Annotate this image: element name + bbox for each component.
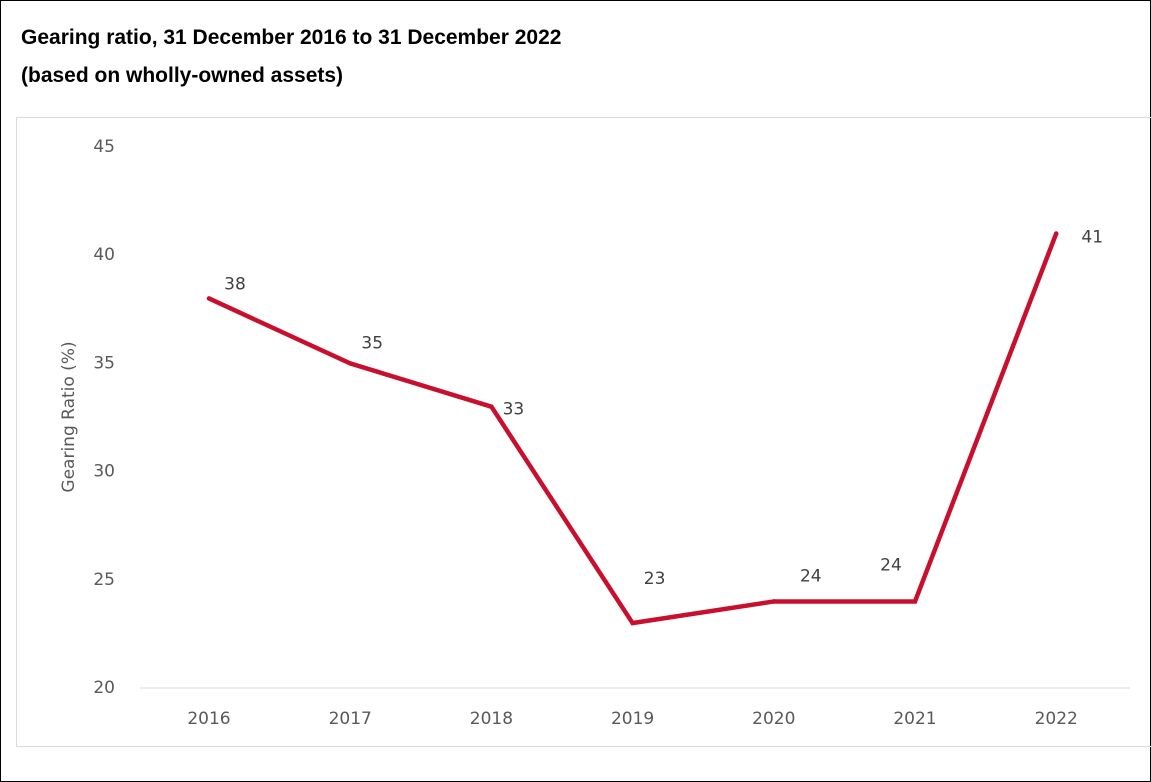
- data-labels: 38 35 33 23 24 24 41: [224, 228, 1103, 590]
- data-label: 24: [800, 566, 822, 586]
- x-tick-label: 2022: [1035, 709, 1078, 729]
- y-tick-label: 30: [93, 462, 115, 482]
- x-tick-label: 2019: [611, 709, 654, 729]
- series-group: [206, 231, 1059, 626]
- data-label: 35: [361, 333, 383, 353]
- y-tick-label: 35: [93, 353, 115, 373]
- y-tick-label: 45: [93, 137, 115, 157]
- y-tick-label: 20: [93, 678, 115, 698]
- x-axis-ticks: 2016 2017 2018 2019 2020 2021 2022: [187, 709, 1077, 729]
- chart-title: Gearing ratio, 31 December 2016 to 31 De…: [21, 19, 561, 95]
- data-label: 41: [1081, 228, 1103, 248]
- x-tick-label: 2017: [329, 709, 372, 729]
- data-point: [206, 296, 212, 301]
- data-label: 33: [503, 400, 525, 420]
- chart-title-line-1: Gearing ratio, 31 December 2016 to 31 De…: [21, 26, 562, 49]
- y-axis-ticks: 20 25 30 35 40 45: [93, 137, 115, 698]
- data-point: [912, 599, 918, 604]
- y-tick-label: 40: [93, 245, 115, 265]
- chart-title-line-2: (based on wholly-owned assets): [21, 64, 344, 87]
- series-line: [206, 231, 1059, 626]
- x-tick-label: 2020: [752, 709, 795, 729]
- x-tick-label: 2021: [893, 709, 936, 729]
- y-axis-label: Gearing Ratio (%): [59, 341, 79, 492]
- data-label: 23: [644, 569, 666, 589]
- data-label: 24: [880, 555, 902, 575]
- data-label: 38: [224, 274, 246, 294]
- data-point: [1054, 231, 1059, 236]
- x-tick-label: 2016: [187, 709, 230, 729]
- chart-area: [16, 117, 1151, 747]
- x-tick-label: 2018: [470, 709, 513, 729]
- data-point: [348, 361, 353, 366]
- y-tick-label: 25: [93, 570, 115, 590]
- data-point: [489, 404, 494, 409]
- data-point: [771, 599, 776, 604]
- data-point: [630, 620, 635, 626]
